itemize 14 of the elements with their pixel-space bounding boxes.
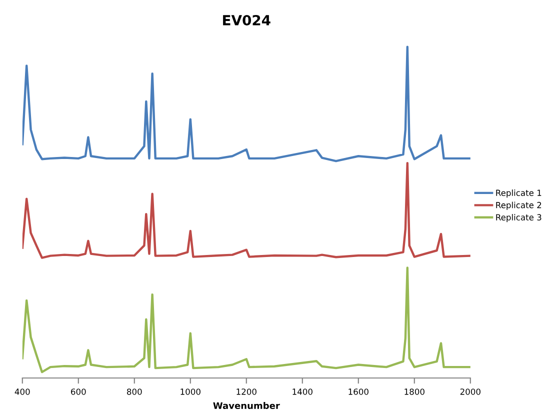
x-tick-label: 800 [127, 388, 142, 395]
legend-label: Replicate 1 [496, 190, 542, 198]
x-tick-label: 1600 [348, 388, 368, 395]
x-tick-label: 1800 [404, 388, 424, 395]
x-tick-label: 2000 [460, 388, 480, 395]
x-tick-label: 400 [14, 388, 30, 395]
x-tick-label: 600 [71, 388, 86, 395]
legend-label: Replicate 3 [496, 214, 542, 222]
x-axis-title: Wavenumber [213, 402, 280, 410]
x-tick-label: 1000 [180, 388, 200, 395]
x-tick-label: 1400 [292, 388, 312, 395]
legend-label: Replicate 2 [496, 202, 542, 210]
chart-title: EV024 [223, 14, 270, 26]
x-tick-label: 1200 [236, 388, 256, 395]
